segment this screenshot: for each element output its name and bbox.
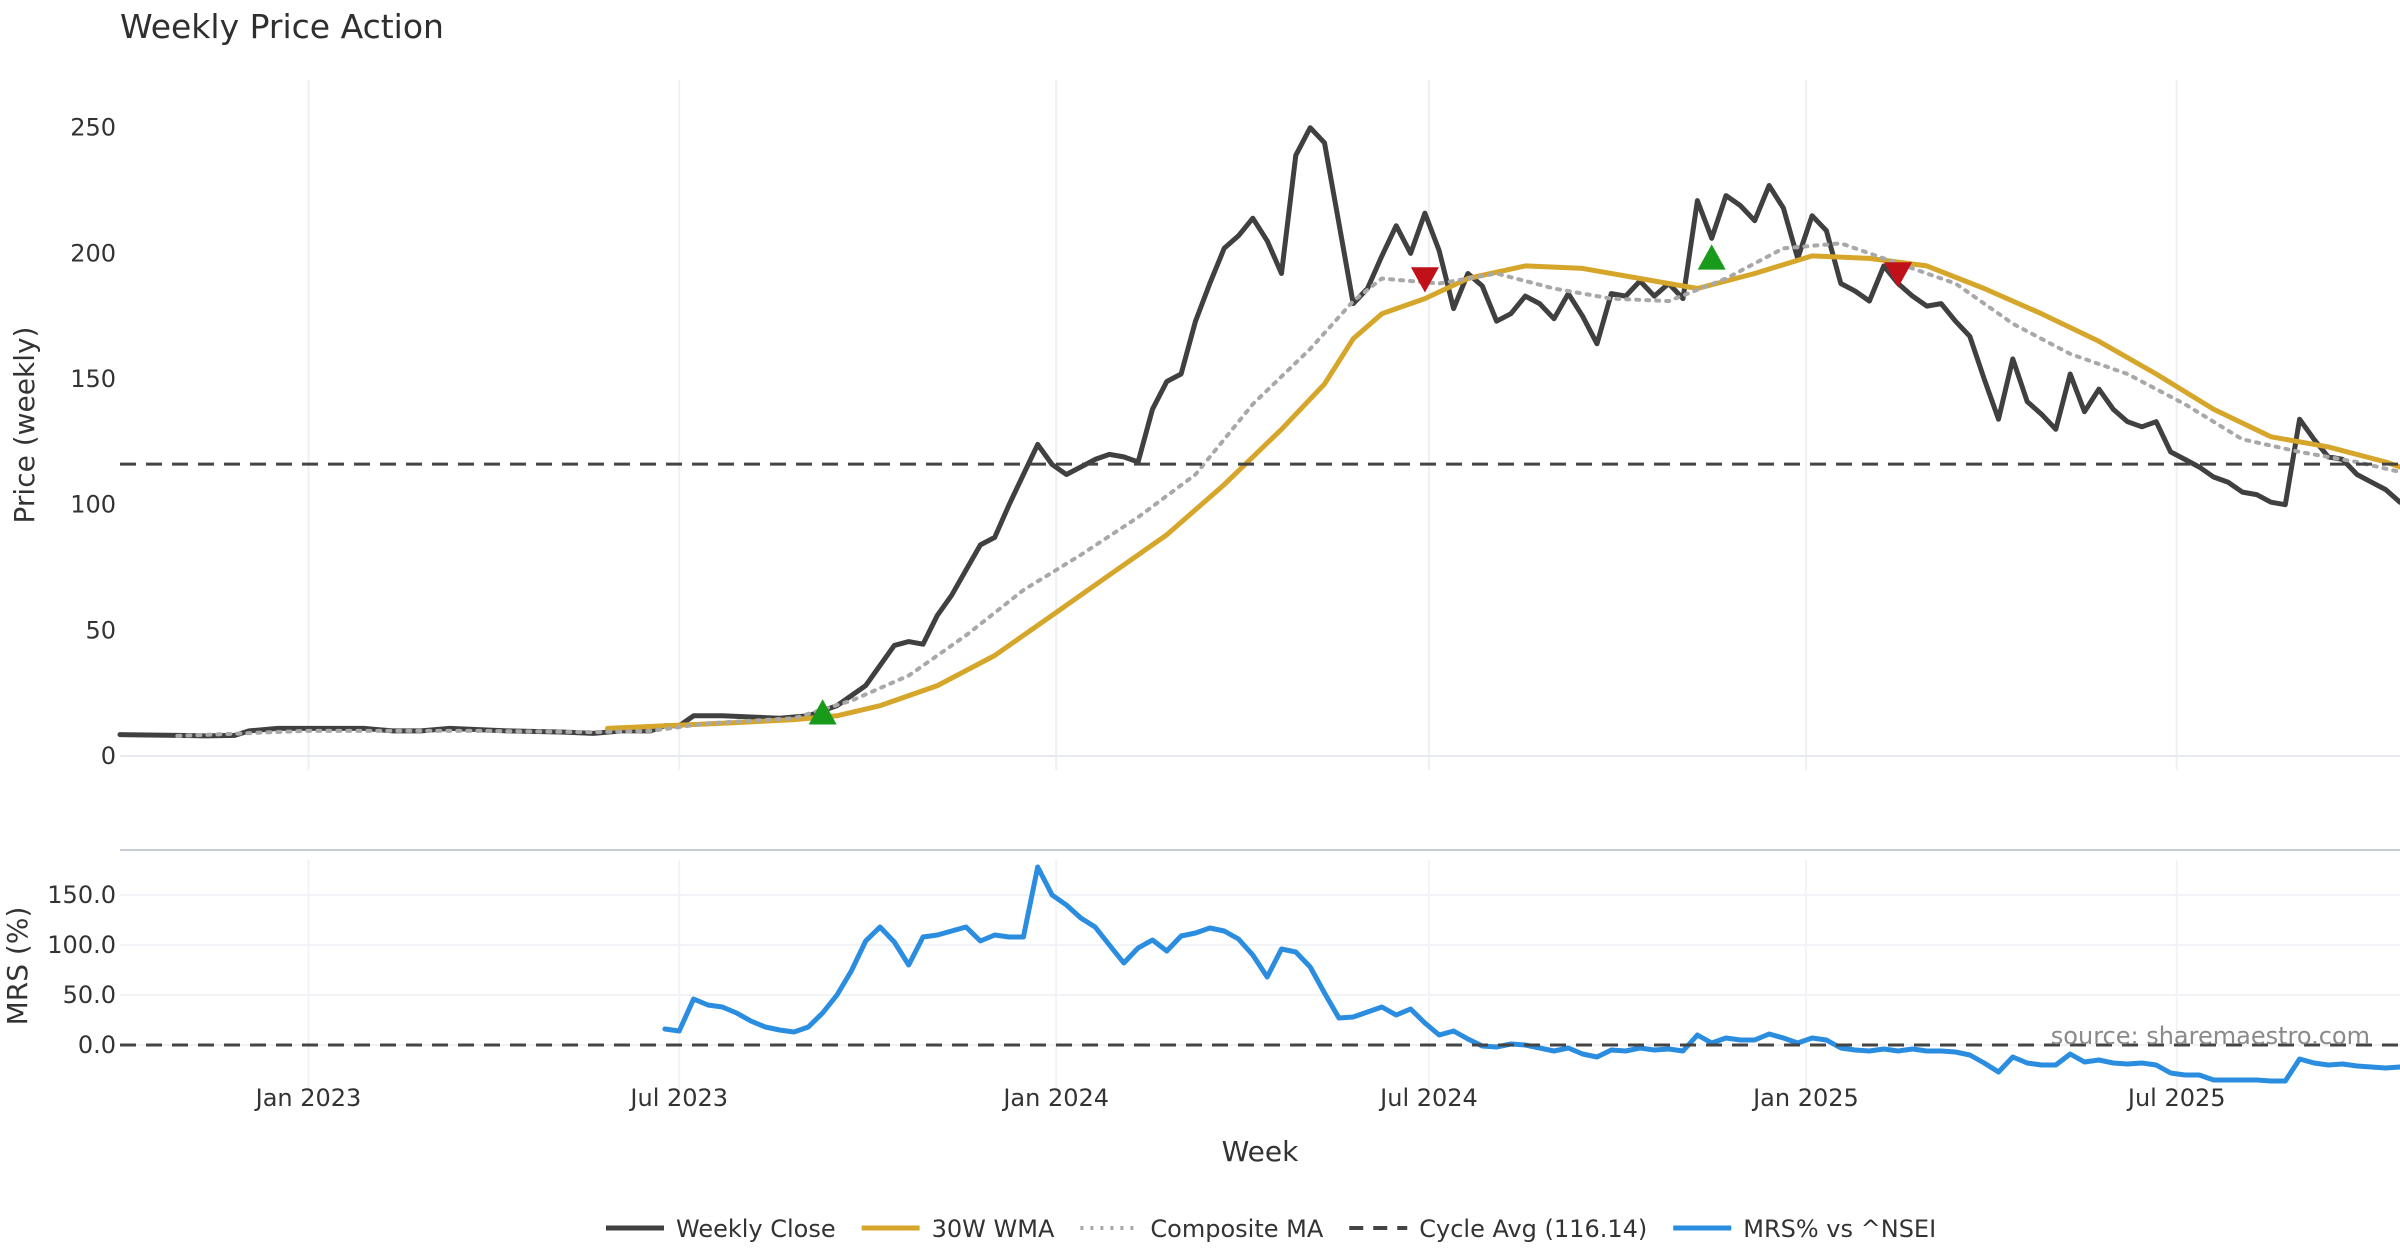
legend-label-30w-wma: 30W WMA (932, 1215, 1055, 1243)
x-tick-jul-2025: Jul 2025 (2126, 1084, 2226, 1112)
lower-y-ticks: 0.0 50.0 100.0 150.0 (47, 881, 116, 1059)
sell-signal-marker-2 (1410, 267, 1439, 293)
x-tick-jan-2023: Jan 2023 (254, 1084, 362, 1112)
price-y-tick-0: 0 (101, 742, 116, 770)
x-tick-jul-2023: Jul 2023 (628, 1084, 728, 1112)
series-30w-wma (605, 253, 2400, 731)
mrs-y-tick-50-0: 50.0 (63, 981, 116, 1009)
price-y-tick-150: 150 (70, 365, 116, 393)
price-y-tick-100: 100 (70, 491, 116, 519)
legend-label-weekly-close: Weekly Close (676, 1215, 836, 1243)
price-y-axis-label: Price (weekly) (8, 327, 41, 524)
legend-item-composite-ma: Composite MA (1080, 1215, 1324, 1243)
x-ticks: Jan 2023 Jul 2023 Jan 2024 Jul 2024 Jan 2025… (254, 1084, 2226, 1112)
price-y-tick-50: 50 (85, 616, 116, 644)
source-annotation: source: sharemaestro.com (2051, 1022, 2370, 1050)
price-series-layer (117, 125, 2400, 739)
series-composite-ma (175, 241, 2400, 738)
x-tick-jan-2024: Jan 2024 (1001, 1084, 1109, 1112)
legend-item-weekly-close: Weekly Close (606, 1215, 836, 1243)
buy-signal-marker-3 (1697, 244, 1726, 270)
upper-gridlines (307, 80, 2178, 770)
x-tick-jan-2025: Jan 2025 (1751, 1084, 1859, 1112)
chart-title: Weekly Price Action (120, 7, 444, 46)
x-tick-jul-2024: Jul 2024 (1378, 1084, 1478, 1112)
legend-label-cycle-avg-116-14: Cycle Avg (116.14) (1419, 1215, 1647, 1243)
legend-item-cycle-avg-116-14: Cycle Avg (116.14) (1349, 1215, 1647, 1243)
mrs-series-layer (120, 864, 2400, 1084)
buy-signal-marker-1 (808, 699, 837, 725)
signal-markers (808, 244, 1913, 725)
legend-item-30w-wma: 30W WMA (861, 1215, 1055, 1243)
sell-signal-marker-4 (1884, 262, 1913, 288)
price-y-tick-200: 200 (70, 239, 116, 267)
mrs-y-tick-100-0: 100.0 (47, 931, 116, 959)
legend-label-composite-ma: Composite MA (1150, 1215, 1323, 1243)
price-y-tick-250: 250 (70, 114, 116, 142)
series-weekly-close (117, 125, 2400, 739)
x-axis-label: Week (1222, 1135, 1299, 1168)
mrs-y-axis-label: MRS (%) (1, 907, 34, 1026)
mrs-y-tick-0-0: 0.0 (78, 1031, 116, 1059)
legend: Weekly Close 30W WMA Composite MA Cycle Avg… (606, 1215, 1936, 1243)
legend-item-mrs-vs-nsei: MRS% vs ^NSEI (1673, 1215, 1936, 1243)
legend-label-mrs-vs-nsei: MRS% vs ^NSEI (1743, 1215, 1936, 1243)
upper-y-ticks: 0 50 100 150 200 250 (70, 114, 116, 770)
mrs-y-tick-150-0: 150.0 (47, 881, 116, 909)
